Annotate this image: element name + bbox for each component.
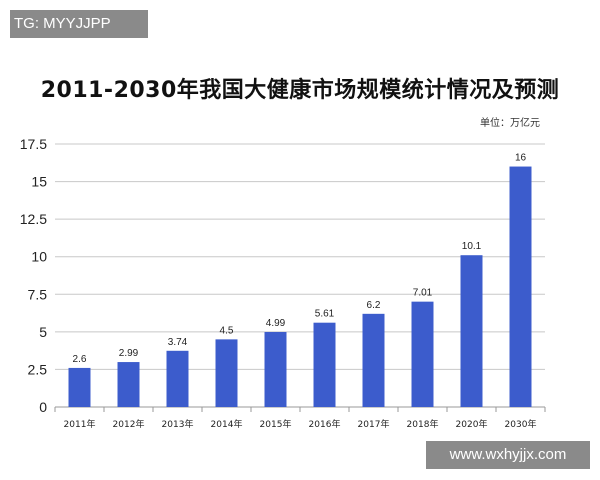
y-tick-label: 10 bbox=[31, 249, 47, 265]
bar-value-label: 2.6 bbox=[73, 354, 87, 365]
y-tick-label: 7.5 bbox=[28, 286, 48, 302]
watermark-top: TG: MYYJJPP bbox=[10, 10, 148, 38]
bar-value-label: 2.99 bbox=[119, 348, 139, 359]
x-tick-label: 2014年 bbox=[211, 418, 243, 430]
x-tick-label: 2011年 bbox=[64, 418, 96, 430]
bar bbox=[362, 313, 385, 407]
bar bbox=[411, 301, 434, 407]
y-tick-label: 5 bbox=[39, 324, 47, 340]
bar-value-label: 4.99 bbox=[266, 318, 286, 329]
bar-value-label: 7.01 bbox=[413, 288, 433, 299]
x-tick-label: 2016年 bbox=[309, 418, 341, 430]
y-tick-label: 0 bbox=[39, 399, 47, 415]
chart-title: 2011-2030年我国大健康市场规模统计情况及预测 bbox=[40, 78, 560, 103]
bar-value-label: 5.61 bbox=[315, 309, 335, 320]
x-tick-label: 2017年 bbox=[358, 418, 390, 430]
bar-value-label: 3.74 bbox=[168, 337, 188, 348]
bar-value-label: 6.2 bbox=[367, 300, 381, 311]
x-tick-label: 2012年 bbox=[113, 418, 145, 430]
y-tick-label: 17.5 bbox=[20, 136, 47, 152]
x-tick-label: 2020年 bbox=[456, 418, 488, 430]
bar bbox=[166, 350, 189, 407]
x-tick-label: 2018年 bbox=[407, 418, 439, 430]
bar-value-label: 10.1 bbox=[462, 241, 482, 252]
y-tick-label: 15 bbox=[31, 174, 47, 190]
bar bbox=[68, 367, 91, 407]
bar bbox=[313, 322, 336, 407]
bar bbox=[264, 332, 287, 407]
bar bbox=[460, 255, 483, 407]
x-tick-label: 2015年 bbox=[260, 418, 292, 430]
unit-label: 单位：万亿元 bbox=[480, 118, 540, 129]
bar-value-label: 16 bbox=[515, 153, 527, 164]
y-tick-label: 2.5 bbox=[28, 361, 48, 377]
bar-value-label: 4.5 bbox=[220, 325, 234, 336]
watermark-bottom: www.wxhyjjx.com bbox=[426, 441, 590, 469]
y-tick-label: 12.5 bbox=[20, 211, 47, 227]
x-tick-label: 2030年 bbox=[505, 418, 537, 430]
bar bbox=[117, 362, 140, 407]
bar bbox=[215, 339, 238, 407]
bar bbox=[509, 166, 532, 407]
x-tick-label: 2013年 bbox=[162, 418, 194, 430]
